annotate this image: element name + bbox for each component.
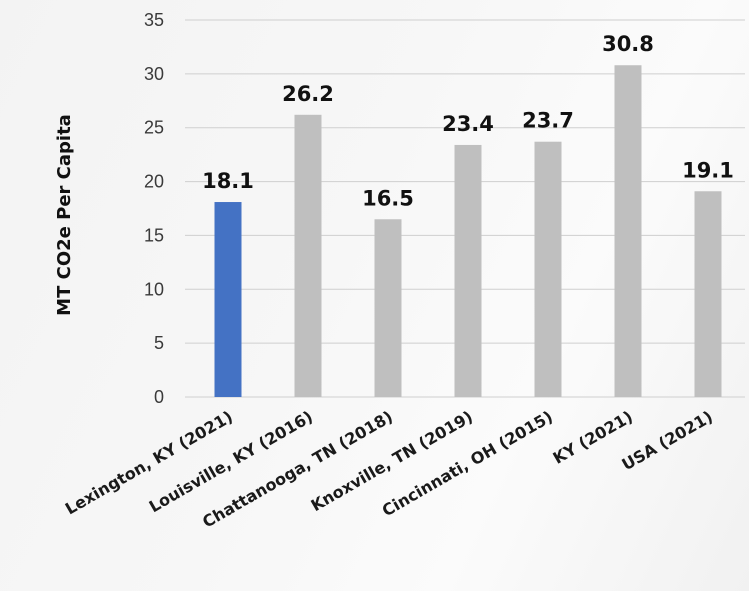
y-tick-label: 10: [144, 279, 164, 299]
y-tick-label: 0: [154, 387, 164, 407]
bar: [534, 141, 562, 397]
data-label: 18.1: [202, 169, 254, 193]
bars: [214, 65, 722, 398]
y-tick-label: 20: [144, 172, 164, 192]
bar: [214, 202, 242, 397]
bar: [374, 219, 402, 397]
bar: [694, 191, 722, 397]
x-axis-category-labels: Lexington, KY (2021)Louisville, KY (2016…: [62, 407, 716, 532]
data-label: 23.4: [442, 112, 494, 136]
data-label: 19.1: [682, 158, 734, 182]
y-tick-label: 25: [144, 118, 164, 138]
data-label: 16.5: [362, 186, 414, 210]
data-label: 23.7: [522, 109, 574, 133]
y-tick-label: 15: [144, 225, 164, 245]
data-label: 26.2: [282, 82, 334, 106]
bar: [614, 65, 642, 398]
data-label: 30.8: [602, 32, 654, 56]
y-tick-label: 30: [144, 64, 164, 84]
bar: [454, 144, 482, 397]
value-labels: 18.1 26.2 16.5 23.4 23.7 30.8 19.1: [202, 32, 734, 210]
y-tick-label: 5: [154, 333, 164, 353]
y-axis-ticks: 0 5 10 15 20 25 30 35: [144, 10, 164, 407]
bar: [294, 114, 322, 397]
y-tick-label: 35: [144, 10, 164, 30]
y-axis-title: MT CO2e Per Capita: [54, 114, 75, 316]
x-category-label: USA (2021): [618, 407, 716, 474]
